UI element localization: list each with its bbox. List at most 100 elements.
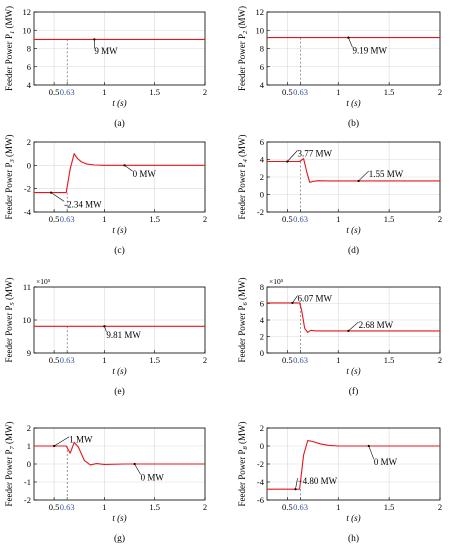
y-axis-label: Feeder Power P8 (MW)	[237, 422, 249, 507]
y-axis-label-unit: (MW)	[4, 135, 14, 160]
y-axis-label: Feeder Power P7 (MW)	[4, 422, 16, 507]
y-axis-label-unit: (MW)	[237, 135, 247, 160]
x-tick-label: 1	[102, 214, 106, 224]
x-tick-label: 1	[336, 355, 340, 365]
y-axis-label: Feeder Power P6 (MW)	[237, 278, 249, 363]
panel-caption: (d)	[348, 245, 359, 256]
series-line	[34, 441, 205, 466]
series-line	[267, 158, 440, 183]
chart-panel-h: 0.5 0.63 1 1.5 2 -6 -4 -2 0 2 t (s) Feeder Power P8…	[237, 422, 442, 545]
x-axis-label: t (s)	[346, 513, 360, 523]
panel-caption: (c)	[114, 245, 125, 256]
x-tick-label: 1.5	[384, 87, 395, 97]
x-tick-label: 2	[203, 214, 207, 224]
x-tick-label: 2	[438, 355, 442, 365]
x-tick-label: 0.63	[293, 87, 308, 97]
x-tick-label: 2	[203, 502, 207, 512]
y-axis-label: Feeder Power P4 (MW)	[237, 135, 249, 220]
y-axis-label: Feeder Power P5 (MW)	[4, 278, 16, 363]
annotation-point	[357, 179, 360, 183]
y-axis-label-unit: (MW)	[237, 278, 247, 303]
chart-panel-e: 0.5 0.63 1 1.5 2 9 10 11 ×10⁵ t (s) Feeder Power P…	[4, 277, 207, 397]
y-tick-label: -4	[257, 477, 265, 487]
x-tick-label: 2	[438, 214, 442, 224]
y-axis-label-sub: 2	[242, 30, 249, 34]
annotation-point	[294, 488, 297, 491]
y-axis-label-unit: (MW)	[4, 422, 14, 447]
x-tick-label: 0.63	[60, 214, 75, 224]
annotation-leader	[348, 37, 353, 48]
x-axis-label: t (s)	[112, 225, 126, 235]
y-tick-label: 4	[260, 315, 265, 325]
annotation-label: 6.07 MW	[298, 294, 333, 304]
y-tick-label: 6	[260, 62, 264, 72]
y-tick-label: 2	[260, 332, 264, 342]
y-axis-label-sub: 1	[9, 31, 16, 34]
annotation-label: 0 MW	[133, 169, 157, 179]
x-tick-label: 0.63	[60, 87, 75, 97]
y-axis-label-main: Feeder Power P	[237, 450, 247, 507]
y-axis-label-unit: (MW)	[237, 6, 247, 31]
x-tick-label: 1.5	[384, 214, 395, 224]
y-tick-label: 10	[23, 315, 32, 325]
plot-frame	[33, 141, 206, 213]
y-axis-label-sub: 4	[242, 159, 249, 163]
annotation-point	[347, 36, 350, 39]
series-line	[267, 302, 440, 333]
x-tick-label: 1.5	[384, 355, 395, 365]
y-tick-label: 6	[260, 299, 264, 309]
x-axis-label: t (s)	[346, 366, 360, 376]
x-tick-label: 1.5	[384, 502, 395, 512]
y-axis-label-sub: 7	[9, 446, 16, 450]
y-tick-label: 0	[260, 441, 264, 451]
annotation-point	[286, 160, 289, 163]
panel-caption: (b)	[348, 118, 359, 129]
panel-caption: (h)	[348, 533, 359, 544]
annotation-leader	[368, 445, 375, 460]
x-tick-label: 0.5	[282, 355, 293, 365]
y-axis-label-sub: 8	[242, 446, 249, 450]
annotation-label: 9.19 MW	[352, 45, 387, 55]
x-tick-label: 1.5	[149, 87, 160, 97]
y-axis-label: Feeder Power P2 (MW)	[237, 6, 249, 91]
y-tick-label: -2	[257, 207, 264, 217]
chart-panel-f: 0.5 0.63 1 1.5 2 0 2 4 6 8 ×10⁵ t (s) Feeder Power P…	[237, 277, 442, 397]
panel-caption: (a)	[114, 118, 125, 129]
x-tick-label: 0.63	[293, 502, 308, 512]
x-tick-label: 1	[336, 214, 340, 224]
y-tick-label: 8	[260, 282, 264, 292]
y-tick-label: 6	[27, 62, 31, 72]
x-tick-label: 0.63	[60, 502, 75, 512]
x-tick-label: 1	[336, 87, 340, 97]
annotation-point	[347, 329, 350, 332]
y-tick-label: 1	[27, 441, 31, 451]
y-axis-label-main: Feeder Power P	[237, 306, 247, 363]
y-tick-label: -1	[24, 477, 31, 487]
annotation-leader	[287, 150, 298, 162]
y-axis-label-unit: (MW)	[4, 278, 14, 303]
x-tick-label: 2	[438, 502, 442, 512]
annotation-leader	[358, 170, 369, 182]
annotation-point	[103, 325, 106, 328]
y-tick-label: 4	[260, 80, 265, 90]
axis-exponent: ×10⁵	[36, 277, 51, 286]
x-tick-label: 1.5	[149, 214, 160, 224]
x-tick-label: 1	[102, 87, 106, 97]
x-tick-label: 1	[102, 355, 106, 365]
y-axis-label-unit: (MW)	[4, 6, 14, 31]
y-tick-label: 12	[23, 7, 32, 17]
y-tick-label: 8	[27, 44, 31, 54]
y-tick-label: 2	[27, 423, 31, 433]
x-tick-label: 0.5	[282, 214, 293, 224]
annotation-leader	[292, 295, 298, 304]
annotation-label: −4.80 MW	[298, 476, 338, 486]
x-tick-label: 1.5	[149, 502, 160, 512]
annotation-leader	[134, 463, 141, 475]
x-tick-label: 0.63	[60, 355, 75, 365]
x-tick-label: 0.5	[282, 502, 293, 512]
y-tick-label: 0	[27, 459, 31, 469]
x-axis-label: t (s)	[112, 513, 126, 523]
annotation-label: 9.81 MW	[106, 330, 141, 340]
y-tick-label: 2	[260, 423, 264, 433]
